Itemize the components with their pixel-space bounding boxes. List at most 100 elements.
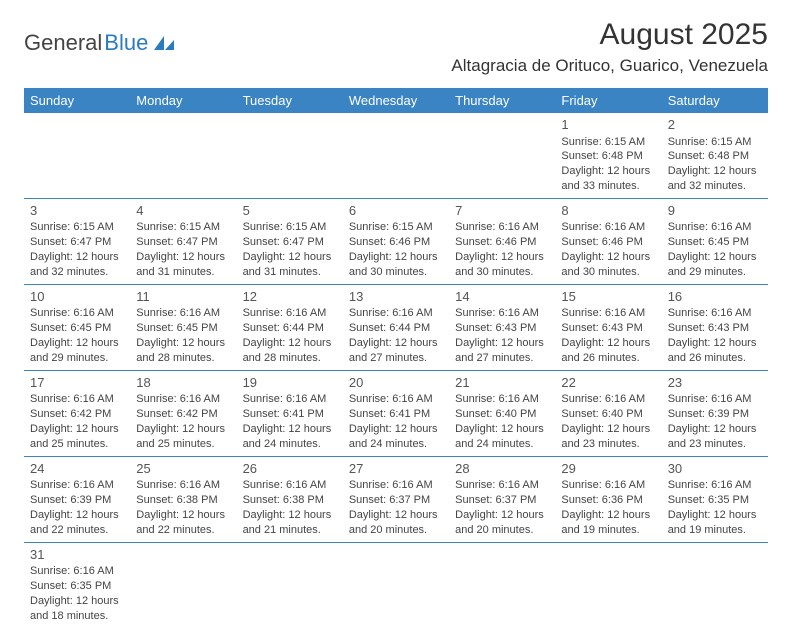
calendar-empty: [130, 113, 236, 198]
calendar-day: 17Sunrise: 6:16 AMSunset: 6:42 PMDayligh…: [24, 370, 130, 456]
day-header: Monday: [130, 88, 236, 113]
day-info-line: and 21 minutes.: [243, 523, 337, 538]
day-info-line: and 28 minutes.: [136, 351, 230, 366]
calendar-day: 6Sunrise: 6:15 AMSunset: 6:46 PMDaylight…: [343, 198, 449, 284]
day-info-line: Daylight: 12 hours: [668, 422, 762, 437]
day-info-line: Daylight: 12 hours: [243, 508, 337, 523]
day-info-line: Sunrise: 6:16 AM: [455, 478, 549, 493]
day-info-line: Sunrise: 6:16 AM: [561, 478, 655, 493]
calendar-day: 31Sunrise: 6:16 AMSunset: 6:35 PMDayligh…: [24, 542, 130, 627]
day-info-line: Sunset: 6:46 PM: [349, 235, 443, 250]
day-info-line: and 32 minutes.: [668, 179, 762, 194]
calendar-day: 12Sunrise: 6:16 AMSunset: 6:44 PMDayligh…: [237, 284, 343, 370]
calendar-week: 1Sunrise: 6:15 AMSunset: 6:48 PMDaylight…: [24, 113, 768, 198]
day-info-line: Daylight: 12 hours: [30, 250, 124, 265]
calendar-empty: [662, 542, 768, 627]
logo-text-1: General: [24, 30, 102, 56]
day-info-line: Sunrise: 6:16 AM: [668, 220, 762, 235]
day-info-line: Sunset: 6:47 PM: [243, 235, 337, 250]
day-info-line: Daylight: 12 hours: [561, 250, 655, 265]
day-info-line: Daylight: 12 hours: [561, 336, 655, 351]
day-info-line: Sunset: 6:47 PM: [136, 235, 230, 250]
calendar-day: 30Sunrise: 6:16 AMSunset: 6:35 PMDayligh…: [662, 456, 768, 542]
day-info-line: Sunset: 6:44 PM: [243, 321, 337, 336]
day-info-line: Daylight: 12 hours: [30, 336, 124, 351]
calendar-day: 4Sunrise: 6:15 AMSunset: 6:47 PMDaylight…: [130, 198, 236, 284]
day-header: Tuesday: [237, 88, 343, 113]
location: Altagracia de Orituco, Guarico, Venezuel…: [451, 56, 768, 76]
day-info-line: Sunrise: 6:16 AM: [455, 220, 549, 235]
day-header: Saturday: [662, 88, 768, 113]
day-info-line: Sunset: 6:40 PM: [561, 407, 655, 422]
day-info-line: Daylight: 12 hours: [561, 164, 655, 179]
day-info-line: Sunset: 6:38 PM: [243, 493, 337, 508]
day-info-line: Daylight: 12 hours: [455, 422, 549, 437]
day-info-line: Sunrise: 6:15 AM: [561, 135, 655, 150]
day-info-line: and 19 minutes.: [668, 523, 762, 538]
day-info-line: Sunrise: 6:16 AM: [30, 306, 124, 321]
day-info-line: Daylight: 12 hours: [561, 422, 655, 437]
day-info-line: Daylight: 12 hours: [455, 508, 549, 523]
day-number: 13: [349, 288, 443, 306]
calendar-day: 5Sunrise: 6:15 AMSunset: 6:47 PMDaylight…: [237, 198, 343, 284]
calendar-day: 10Sunrise: 6:16 AMSunset: 6:45 PMDayligh…: [24, 284, 130, 370]
day-info-line: Sunrise: 6:16 AM: [561, 306, 655, 321]
day-info-line: and 24 minutes.: [349, 437, 443, 452]
day-info-line: Daylight: 12 hours: [30, 594, 124, 609]
day-info-line: Sunset: 6:37 PM: [455, 493, 549, 508]
day-info-line: Daylight: 12 hours: [668, 508, 762, 523]
sail-icon: [152, 34, 176, 52]
day-info-line: Sunset: 6:38 PM: [136, 493, 230, 508]
day-number: 24: [30, 460, 124, 478]
day-info-line: and 30 minutes.: [455, 265, 549, 280]
day-number: 3: [30, 202, 124, 220]
calendar-day: 3Sunrise: 6:15 AMSunset: 6:47 PMDaylight…: [24, 198, 130, 284]
calendar-week: 17Sunrise: 6:16 AMSunset: 6:42 PMDayligh…: [24, 370, 768, 456]
calendar-day: 20Sunrise: 6:16 AMSunset: 6:41 PMDayligh…: [343, 370, 449, 456]
calendar-day: 9Sunrise: 6:16 AMSunset: 6:45 PMDaylight…: [662, 198, 768, 284]
calendar-day: 29Sunrise: 6:16 AMSunset: 6:36 PMDayligh…: [555, 456, 661, 542]
day-info-line: Sunset: 6:41 PM: [243, 407, 337, 422]
day-number: 11: [136, 288, 230, 306]
day-info-line: and 22 minutes.: [136, 523, 230, 538]
day-number: 2: [668, 116, 762, 134]
day-info-line: Sunset: 6:43 PM: [455, 321, 549, 336]
day-number: 15: [561, 288, 655, 306]
day-number: 19: [243, 374, 337, 392]
calendar-day: 11Sunrise: 6:16 AMSunset: 6:45 PMDayligh…: [130, 284, 236, 370]
day-info-line: Sunset: 6:46 PM: [455, 235, 549, 250]
calendar-empty: [343, 113, 449, 198]
day-number: 25: [136, 460, 230, 478]
calendar-day: 26Sunrise: 6:16 AMSunset: 6:38 PMDayligh…: [237, 456, 343, 542]
day-info-line: Sunrise: 6:15 AM: [349, 220, 443, 235]
calendar-day: 23Sunrise: 6:16 AMSunset: 6:39 PMDayligh…: [662, 370, 768, 456]
day-info-line: Daylight: 12 hours: [668, 250, 762, 265]
day-info-line: and 24 minutes.: [243, 437, 337, 452]
day-info-line: Sunset: 6:37 PM: [349, 493, 443, 508]
calendar-empty: [555, 542, 661, 627]
day-info-line: Sunrise: 6:16 AM: [136, 478, 230, 493]
day-info-line: Daylight: 12 hours: [668, 336, 762, 351]
day-number: 30: [668, 460, 762, 478]
day-info-line: Daylight: 12 hours: [349, 250, 443, 265]
day-info-line: Sunset: 6:45 PM: [30, 321, 124, 336]
day-number: 28: [455, 460, 549, 478]
day-info-line: Sunrise: 6:16 AM: [668, 392, 762, 407]
day-info-line: and 24 minutes.: [455, 437, 549, 452]
day-info-line: and 31 minutes.: [243, 265, 337, 280]
day-info-line: and 30 minutes.: [349, 265, 443, 280]
day-info-line: Daylight: 12 hours: [455, 250, 549, 265]
day-header: Sunday: [24, 88, 130, 113]
calendar-day: 1Sunrise: 6:15 AMSunset: 6:48 PMDaylight…: [555, 113, 661, 198]
header: General Blue August 2025 Altagracia de O…: [24, 18, 768, 76]
day-info-line: Daylight: 12 hours: [136, 336, 230, 351]
day-info-line: Daylight: 12 hours: [561, 508, 655, 523]
calendar-week: 10Sunrise: 6:16 AMSunset: 6:45 PMDayligh…: [24, 284, 768, 370]
day-info-line: and 25 minutes.: [30, 437, 124, 452]
calendar-day: 21Sunrise: 6:16 AMSunset: 6:40 PMDayligh…: [449, 370, 555, 456]
day-info-line: Sunrise: 6:16 AM: [455, 306, 549, 321]
day-info-line: Sunset: 6:47 PM: [30, 235, 124, 250]
day-info-line: and 28 minutes.: [243, 351, 337, 366]
calendar-week: 3Sunrise: 6:15 AMSunset: 6:47 PMDaylight…: [24, 198, 768, 284]
title-block: August 2025 Altagracia de Orituco, Guari…: [451, 18, 768, 76]
